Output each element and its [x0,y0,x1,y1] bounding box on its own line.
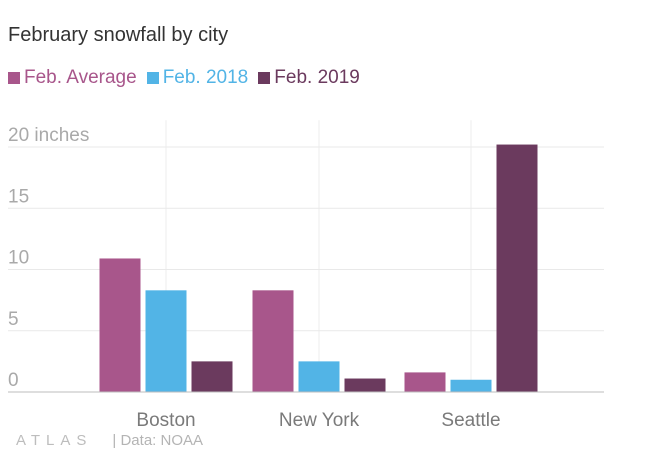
y-tick-label: 15 [8,186,29,207]
bar [450,379,492,392]
bar [404,372,446,392]
x-tick-label: Boston [136,410,195,431]
bar [191,361,233,392]
bar [298,361,340,392]
chart-title: February snowfall by city [8,24,229,46]
legend-swatch [258,72,271,84]
footer: ATLAS | Data: NOAA [16,432,203,449]
y-tick-label: 0 [8,370,19,391]
y-tick-label: 10 [8,248,29,269]
legend-label: Feb. 2019 [274,67,360,88]
legend-item: Feb. 2018 [146,67,249,89]
y-tick-label: 20 inches [8,125,89,146]
legend-item: Feb. 2019 [258,67,360,89]
legend-item: Feb. Average [8,67,137,89]
atlas-logo: ATLAS [16,432,93,449]
bar [99,258,141,392]
y-tick-label: 5 [8,309,19,330]
bar [344,378,386,392]
x-tick-label: Seattle [441,410,500,431]
legend-swatch [146,72,159,84]
data-source: | Data: NOAA [112,432,203,449]
bar [252,290,294,392]
legend-swatch [8,72,20,84]
chart-legend: Feb. Average Feb. 2018 Feb. 2019 [8,67,370,89]
legend-label: Feb. Average [24,67,137,88]
legend-label: Feb. 2018 [162,67,249,88]
bar [145,290,187,392]
x-tick-label: New York [279,410,360,431]
bar [496,144,538,392]
